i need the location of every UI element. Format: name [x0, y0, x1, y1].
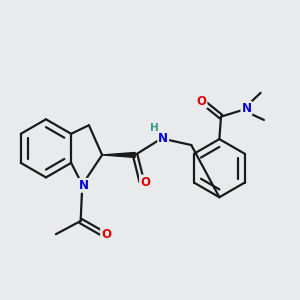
Text: N: N [242, 102, 251, 115]
Text: O: O [140, 176, 150, 188]
Text: N: N [158, 132, 168, 145]
Text: O: O [101, 228, 111, 242]
Text: N: N [79, 179, 89, 192]
Text: H: H [150, 123, 159, 133]
Text: O: O [196, 94, 206, 108]
Polygon shape [102, 152, 135, 158]
